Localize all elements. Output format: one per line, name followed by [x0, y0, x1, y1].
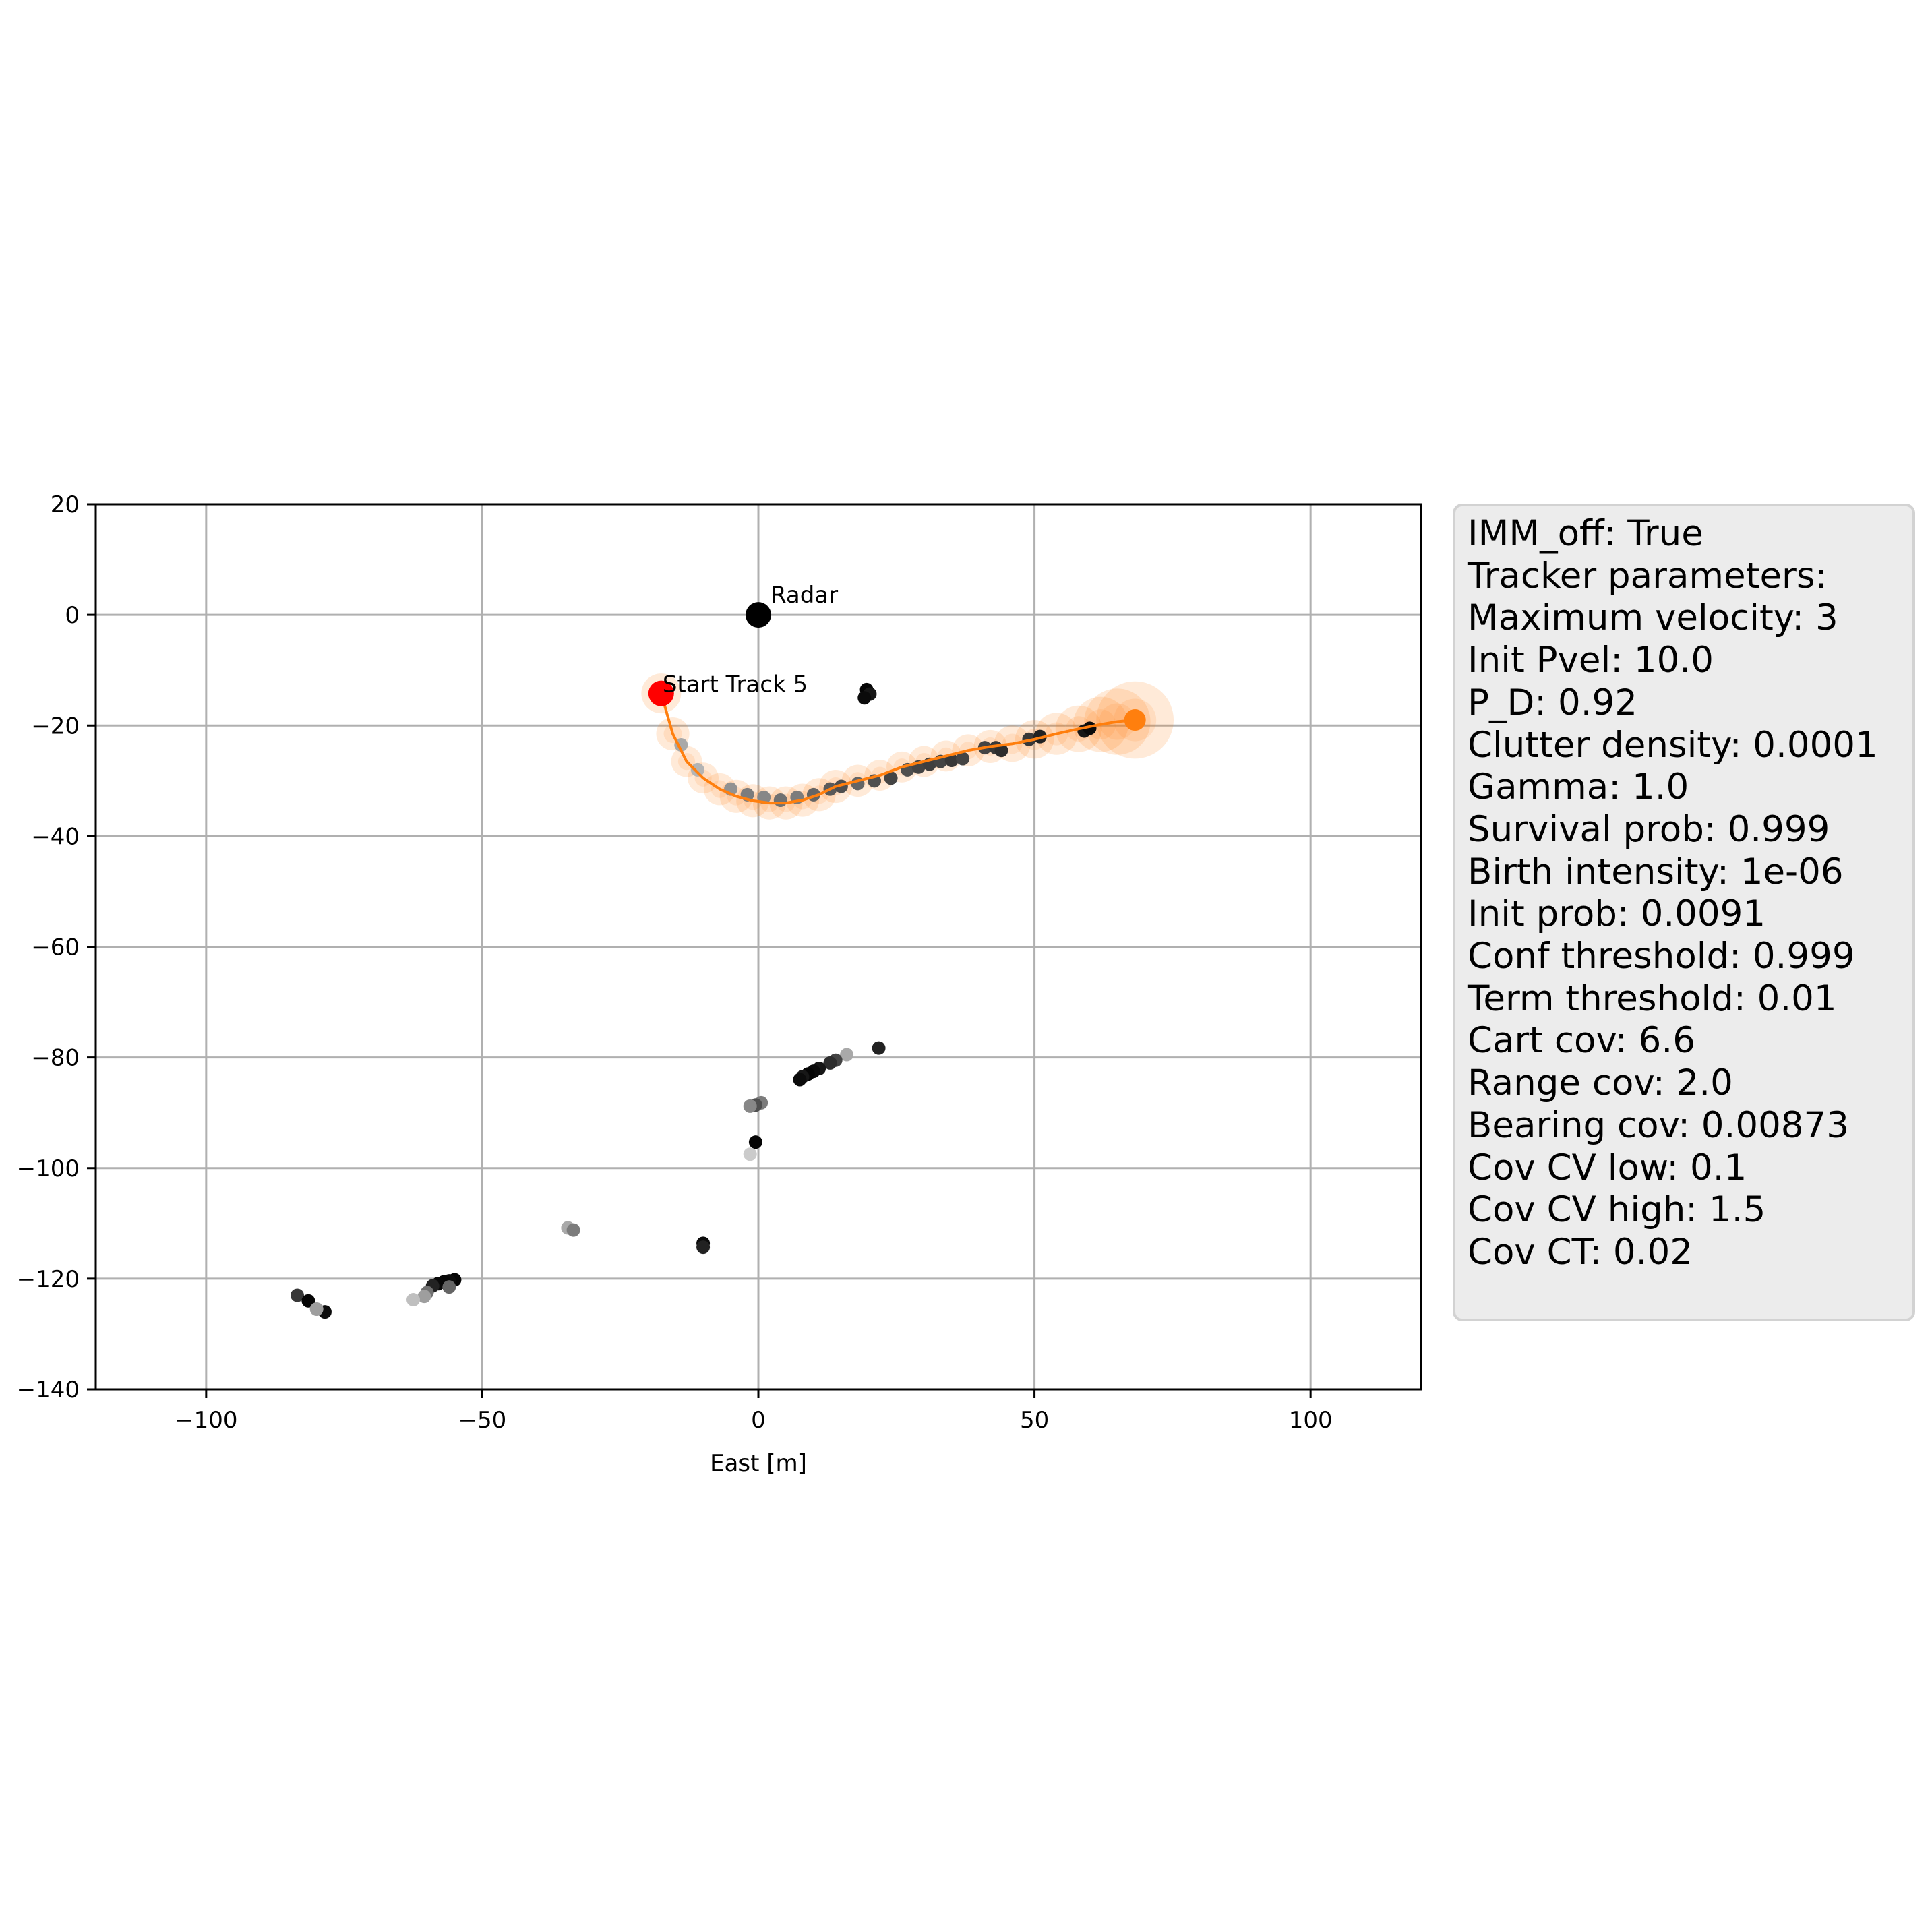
x-tick-label: −100: [175, 1407, 237, 1434]
parameter-line: Cov CT: 0.02: [1468, 1231, 1693, 1273]
y-tick-label: −60: [31, 934, 80, 961]
y-tick-label: −120: [17, 1266, 80, 1293]
track-start-point: [648, 680, 674, 706]
radar-point: [746, 602, 771, 628]
parameter-line: Cov CV low: 0.1: [1468, 1147, 1747, 1188]
measurement-point: [566, 1223, 580, 1237]
parameter-line: Init prob: 0.0091: [1468, 893, 1766, 935]
measurement-point: [793, 1073, 807, 1087]
parameter-line: Maximum velocity: 3: [1468, 597, 1838, 639]
parameter-line: Gamma: 1.0: [1468, 766, 1689, 808]
measurement-point: [944, 753, 959, 767]
x-tick-label: −50: [458, 1407, 507, 1434]
measurement-point: [773, 793, 787, 808]
track-start-label: Start Track 5: [663, 671, 808, 698]
measurement-point: [301, 1294, 315, 1308]
measurement-point: [872, 1041, 886, 1055]
measurement-point: [823, 1056, 837, 1070]
parameter-line: Cart cov: 6.6: [1468, 1020, 1695, 1062]
measurement-point: [417, 1290, 431, 1304]
parameter-line: IMM_off: True: [1468, 513, 1703, 554]
y-tick-label: 20: [51, 491, 80, 518]
measurement-point: [442, 1280, 456, 1294]
parameter-legend-box: IMM_off: True Tracker parameters: Maximum …: [1453, 504, 1915, 1321]
x-tick-label: 100: [1289, 1407, 1333, 1434]
y-tick-label: −80: [31, 1045, 80, 1072]
measurement-point: [743, 1099, 757, 1113]
parameter-line: P_D: 0.92: [1468, 682, 1637, 723]
measurement-point: [309, 1302, 324, 1317]
measurement-point: [748, 1135, 762, 1149]
track-line: [659, 693, 1135, 805]
parameter-line: Range cov: 2.0: [1468, 1062, 1733, 1104]
measurement-point: [857, 691, 872, 705]
measurement-point: [994, 744, 1008, 758]
measurement-point: [690, 762, 704, 777]
parameter-line: Birth intensity: 1e-06: [1468, 851, 1844, 893]
measurement-point: [290, 1288, 304, 1302]
y-tick-label: −100: [17, 1155, 80, 1182]
grid-lines: [96, 503, 1421, 1391]
measurement-point: [840, 1048, 854, 1062]
parameter-line: Bearing cov: 0.00873: [1468, 1104, 1849, 1146]
y-tick-label: −140: [17, 1377, 80, 1403]
parameter-line: Survival prob: 0.999: [1468, 808, 1830, 850]
x-axis-label: East [m]: [710, 1450, 807, 1477]
parameter-line: Term threshold: 0.01: [1468, 977, 1837, 1019]
parameter-line: Init Pvel: 10.0: [1468, 640, 1714, 682]
measurement-point: [406, 1293, 421, 1307]
measurement-point: [956, 752, 970, 766]
track-end-point: [1124, 709, 1146, 731]
y-tick-label: −40: [31, 823, 80, 850]
x-axis-ticks: −100 −50 0 50 100: [175, 1389, 1333, 1434]
y-axis-ticks: 20 0 −20 −40 −60 −80 −100 −120 −140: [17, 491, 96, 1403]
measurement-point: [743, 1147, 757, 1161]
radar-label: Radar: [771, 582, 838, 609]
y-tick-label: 0: [65, 602, 80, 629]
measurement-point: [884, 771, 898, 785]
measurement-point: [696, 1240, 711, 1255]
parameter-line: Conf threshold: 0.999: [1468, 936, 1855, 977]
parameter-line: Cov CV high: 1.5: [1468, 1189, 1766, 1231]
x-tick-label: 0: [751, 1407, 766, 1434]
y-tick-label: −20: [31, 713, 80, 739]
x-tick-label: 50: [1020, 1407, 1049, 1434]
parameter-line: Clutter density: 0.0001: [1468, 724, 1878, 766]
parameter-line: Tracker parameters:: [1468, 555, 1828, 597]
